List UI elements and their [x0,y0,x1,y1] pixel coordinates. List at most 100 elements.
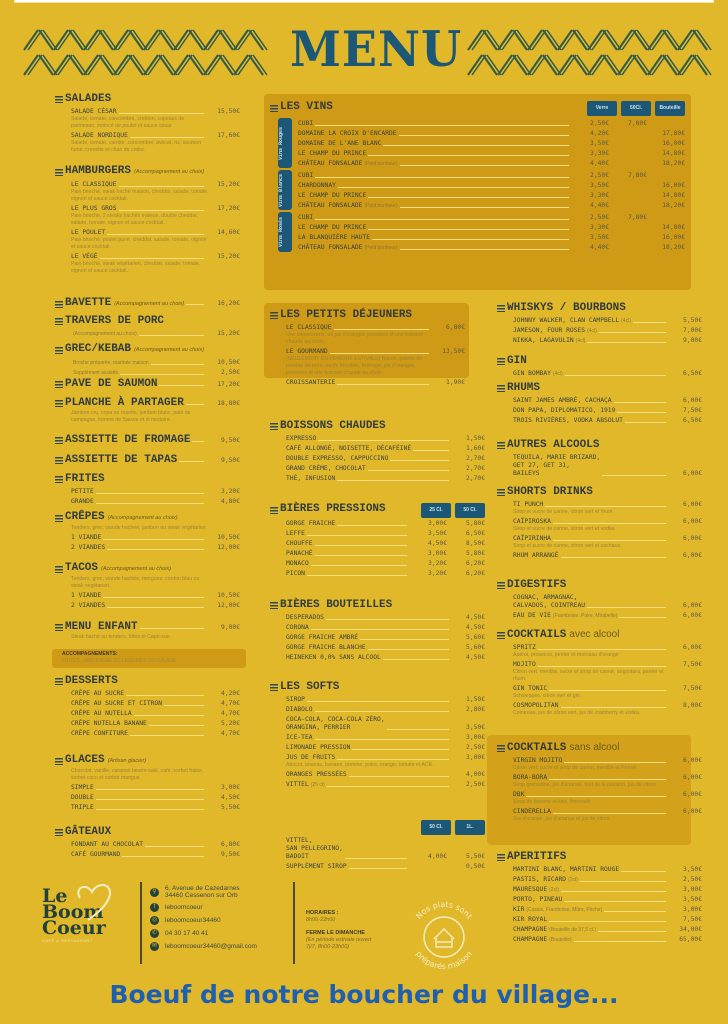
menu-item: LE POULET 14,60€ [55,229,240,237]
item-name: JOHNNY WALKER, CLAN CAMPBELL [513,317,620,324]
section-title: DESSERTS [65,675,118,687]
menu-section: PAVE DE SAUMON 17,20€ [55,378,240,391]
leader-line [560,707,666,708]
item-price: 3,50€ [590,234,609,241]
section-bullet-icon [270,684,278,691]
menu-item: LIMONADE PRESSION 2,50€ [270,744,485,752]
leader-line [372,239,569,240]
item-price: 17,80€ [662,130,685,137]
menu-section: COCKTAILS avec alcool SPRITZ 6,00€ Apérol, p… [497,628,702,717]
menu-section: DIGESTIFS COGNAC, ARMAGNAC, CALVADOS, COI… [497,579,702,620]
logo-line3: Coeur [42,917,106,939]
section-title: APERITIFS [507,851,567,863]
item-price: 3,00€ [466,734,485,741]
menu-section: ASSIETTE DE TAPAS 9,50€ [55,454,240,467]
leader-line [186,304,204,305]
item-price: 3,00€ [683,906,702,913]
menu-item: PASTIS, RICARD (2cl) 2,50€ [497,876,702,884]
section-note: (Artisan glacier) [107,758,147,764]
leader-line [306,701,449,702]
item-name: SALADE NORDIQUE [71,132,128,139]
location-pin-icon: ⚲ [150,887,159,897]
divider [293,882,295,964]
section-header: GIN [497,355,702,368]
menu-item: HEINEKEN 0,0% SANS ALCOOL 4,50€ [270,654,485,662]
section-title: GLACES [65,754,105,766]
item-description: Sirop grenadine, jus d'ananas, fruit de … [513,782,656,788]
item-price: 6,00€ [683,552,702,559]
leader-line [95,809,204,810]
item-note: (4cl) [552,371,563,377]
item-name: CHÂTEAU FONSALADE [298,160,363,167]
section-header: GREC/KEBAB (Accompagnement au choix) [55,343,240,357]
section-bullet-icon [270,602,278,609]
item-price: 4,40€ [590,202,609,209]
item-name: KIR [513,906,525,913]
leader-line [315,125,569,126]
leader-line [177,461,206,464]
item-price: 15,50€ [217,108,240,115]
menu-section: APERITIFS MARTINI BLANC, MARTINI ROUGE 3,5… [497,851,702,944]
menu-section: FRITES PETITE 3,20€ GRANDE 4,80€ [55,473,240,506]
price-column-header: 50Cl. [621,101,651,116]
menu-section: COCKTAILS sans alcool VIRGIN MOJITO 6,00€ Ci… [497,741,702,823]
item-name: DESPERADOS [286,614,324,621]
leader-line [190,441,206,444]
section-bullet-icon [270,312,278,319]
item-price: 16,00€ [662,182,685,189]
section-bullet-icon [55,476,63,483]
item-name: CAÏPIROSKA [513,518,551,525]
item-price: 5,60€ [466,634,485,641]
badges: Verre 50Cl. Bouteille [583,101,685,116]
item-description: Sirop et sucre de canne, citron vert et … [513,526,615,532]
section-header: BAVETTE (Accompagnement au choix) 16,20€ [55,297,240,311]
item-price: 6,20€ [466,570,485,577]
section-header: COCKTAILS avec alcool [497,628,702,642]
menu-item: CUBI 2,50€ 7,80€ [292,120,685,128]
item-price: 14,80€ [662,150,685,157]
item-price: 2,50€ [683,876,702,883]
menu-item: MAURESQUE (2cl) 3,00€ [497,886,702,894]
item-price: 3,50€ [590,140,609,147]
menu-item: MONACO 3,20€ 6,20€ [270,560,485,568]
menu-item: GRANDE 4,80€ [55,498,240,506]
menu-item: GORGE FRAICHE BLANCHE 5,60€ [270,644,485,652]
leader-line [573,941,666,942]
section-bullet-icon [55,381,63,388]
section-title: ASSIETTE DE TAPAS [65,454,178,466]
item-note: (2cl) [549,887,559,893]
item-name: CROISSANTERIE [286,379,336,386]
menu-item: LE PLUS GROS 17,20€ [55,205,240,213]
item-price: 12,00€ [217,544,240,551]
hours-label: HORAIRES : [306,910,339,916]
stamp-bottom-text: préparés maison [414,950,474,971]
menu-item: CAÏPIRINHA 6,00€ [497,535,702,543]
leader-line [390,460,449,461]
item-price: 2,70€ [466,475,485,482]
divider [140,882,142,964]
item-price: 1,50€ [466,696,485,703]
wine-rows: CUBI 2,50€ 7,80€ CHARDONNAY 3,50€ 16,00€ LE CH… [292,170,685,210]
item-name: 1 VIANDE [71,592,102,599]
item-note: (Petit bonheur) [364,245,398,251]
item-price: 6,00€ [683,470,702,477]
item-price: 5,80€ [466,520,485,527]
item-price: 8,00€ [683,702,702,709]
item-name: CRÊPE CONFITURE [71,730,128,737]
leader-line [619,617,666,618]
menu-item: GORGE FRAICHE AMBRÉ 5,60€ [270,634,485,642]
section-bullet-icon [55,300,63,308]
item-price: 5,50€ [683,317,702,324]
menu-section: GÂTEAUX FONDANT AU CHOCOLAT 6,80€ CAFÉ GOUR… [55,826,240,859]
item-price: 9,00€ [683,337,702,344]
menu-item: PANACHÉ 3,00€ 5,80€ [270,550,485,558]
menu-section: ASSIETTE DE FROMAGE 9,50€ [55,434,240,447]
item-name: LE PLUS GROS [71,205,117,212]
menu-item: LE CHAMP DU PRINCE 3,30€ 14,80€ [292,150,685,158]
menu-section: CRÊPES (Accompagnement au choix) Tenders, … [55,511,240,552]
section-title: PAVE DE SAUMON [65,378,158,390]
section-title: ASSIETTE DE FROMAGE [65,434,191,446]
menu-item: CAFÉ GOURMAND 9,50€ [55,851,240,859]
menu-item: JAMESON, FOUR ROSES (4cl) 7,00€ [497,327,702,335]
logo: Le Boom Coeur CAFÉ & RESTAURANT [42,884,137,968]
